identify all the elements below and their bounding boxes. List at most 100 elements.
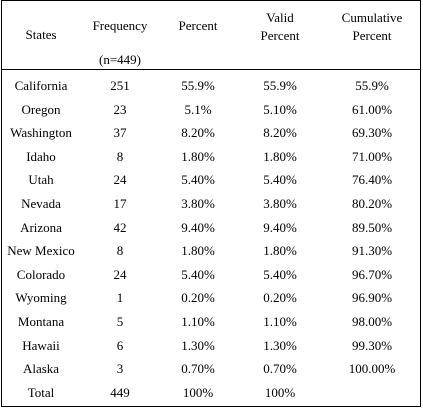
cell-frequency: 3 xyxy=(116,361,124,377)
cell-valid-percent: 1.30% xyxy=(263,337,297,353)
cell-frequency: 5 xyxy=(116,313,124,329)
cell-percent: 0.20% xyxy=(181,290,215,306)
cell-cumulative-percent: 96.70% xyxy=(351,266,393,282)
cell-frequency: 17 xyxy=(113,195,127,211)
cell-frequency: 42 xyxy=(113,219,127,235)
header-cumulative-percent-line2: Percent xyxy=(352,28,392,43)
header-frequency: Frequency (n=449) xyxy=(80,1,160,70)
header-frequency-n: (n=449) xyxy=(99,52,141,67)
cell-percent: 0.70% xyxy=(181,361,215,377)
table-row: California 251 55.9% 55.9% 55.9% xyxy=(2,70,420,98)
cell-percent: 1.10% xyxy=(181,313,215,329)
cell-percent: 1.30% xyxy=(181,337,215,353)
cell-valid-percent: 0.20% xyxy=(263,290,297,306)
table-row: Colorado 24 5.40% 5.40% 96.70% xyxy=(2,263,420,287)
cell-cumulative-percent: 98.00% xyxy=(351,313,393,329)
cell-state: Washington xyxy=(10,125,72,141)
cell-valid-percent: 5.40% xyxy=(263,172,297,188)
table-row: Wyoming 1 0.20% 0.20% 96.90% xyxy=(2,286,420,310)
table-row: Idaho 8 1.80% 1.80% 71.00% xyxy=(2,145,420,169)
cell-cumulative-percent: 76.40% xyxy=(351,172,393,188)
cell-state: Colorado xyxy=(16,266,66,282)
cell-frequency: 37 xyxy=(113,125,127,141)
table-body: California 251 55.9% 55.9% 55.9% Oregon 23 5.1%… xyxy=(2,70,420,405)
cell-valid-percent: 0.70% xyxy=(263,361,297,377)
cell-valid-percent: 8.20% xyxy=(263,125,297,141)
cell-percent: 5.40% xyxy=(181,266,215,282)
cell-frequency: 24 xyxy=(113,172,127,188)
cell-cumulative-percent: 80.20% xyxy=(351,195,393,211)
cell-frequency: 8 xyxy=(116,148,124,164)
cell-percent: 55.9% xyxy=(181,78,215,93)
cell-state: New Mexico xyxy=(7,243,75,259)
cell-cumulative-percent: 91.30% xyxy=(351,243,393,259)
cell-frequency: 23 xyxy=(113,101,127,117)
table-row: Montana 5 1.10% 1.10% 98.00% xyxy=(2,310,420,334)
cell-frequency: 449 xyxy=(110,384,130,400)
table-row: Arizona 42 9.40% 9.40% 89.50% xyxy=(2,216,420,240)
table-row: Alaska 3 0.70% 0.70% 100.00% xyxy=(2,357,420,381)
cell-percent: 5.1% xyxy=(184,101,212,117)
table-row: Utah 24 5.40% 5.40% 76.40% xyxy=(2,168,420,192)
cell-state: Arizona xyxy=(20,219,62,235)
header-frequency-label: Frequency xyxy=(92,18,148,33)
cell-state: Utah xyxy=(28,172,54,188)
cell-state: Alaska xyxy=(22,361,60,377)
cell-percent: 9.40% xyxy=(181,219,215,235)
cell-percent: 3.80% xyxy=(181,195,215,211)
cell-valid-percent: 1.80% xyxy=(263,148,297,164)
cell-state: Montana xyxy=(17,313,65,329)
cell-percent: 1.80% xyxy=(181,148,215,164)
cell-valid-percent: 9.40% xyxy=(263,219,297,235)
cell-valid-percent: 5.40% xyxy=(263,266,297,282)
cell-cumulative-percent: 99.30% xyxy=(351,337,393,353)
table-row: Oregon 23 5.1% 5.10% 61.00% xyxy=(2,98,420,122)
header-states: States xyxy=(2,1,80,70)
cell-percent: 1.80% xyxy=(181,243,215,259)
cell-frequency: 6 xyxy=(116,337,124,353)
cell-state: Wyoming xyxy=(15,290,67,306)
cell-cumulative-percent: 96.90% xyxy=(351,290,393,306)
header-valid-percent-line1: Valid xyxy=(266,10,294,25)
cell-cumulative-percent: 100.00% xyxy=(348,361,396,377)
header-valid-percent: Valid Percent xyxy=(236,1,324,70)
cell-percent: 8.20% xyxy=(181,125,215,141)
cell-cumulative-percent: 89.50% xyxy=(351,219,393,235)
header-percent-label: Percent xyxy=(178,18,218,33)
table-row: Washington 37 8.20% 8.20% 69.30% xyxy=(2,121,420,145)
cell-cumulative-percent: 71.00% xyxy=(351,148,393,164)
header-cumulative-percent-line1: Cumulative xyxy=(341,10,403,25)
cell-state: Total xyxy=(27,384,55,400)
cell-valid-percent: 5.10% xyxy=(263,101,297,117)
states-frequency-table: States Frequency (n=449) Percent Valid P… xyxy=(2,1,420,404)
cell-valid-percent: 1.80% xyxy=(263,243,297,259)
cell-cumulative-percent: 55.9% xyxy=(355,78,389,93)
table-row: Hawaii 6 1.30% 1.30% 99.30% xyxy=(2,334,420,358)
cell-frequency: 8 xyxy=(116,243,124,259)
header-row: States Frequency (n=449) Percent Valid P… xyxy=(2,1,420,70)
header-cumulative-percent: Cumulative Percent xyxy=(324,1,420,70)
cell-state: Hawaii xyxy=(22,337,60,353)
cell-state: Nevada xyxy=(21,195,61,211)
cell-valid-percent: 3.80% xyxy=(263,195,297,211)
cell-state: California xyxy=(14,78,68,93)
cell-valid-percent: 55.9% xyxy=(263,78,297,93)
cell-cumulative-percent: 61.00% xyxy=(351,101,393,117)
cell-valid-percent: 1.10% xyxy=(263,313,297,329)
cell-valid-percent: 100% xyxy=(264,384,296,400)
table-row: Total 449 100% 100% xyxy=(2,381,420,405)
cell-frequency: 1 xyxy=(116,290,124,306)
cell-frequency: 251 xyxy=(110,78,130,93)
cell-state: Idaho xyxy=(26,148,56,164)
table-row: Nevada 17 3.80% 3.80% 80.20% xyxy=(2,192,420,216)
cell-frequency: 24 xyxy=(113,266,127,282)
cell-percent: 100% xyxy=(182,384,214,400)
cell-state: Oregon xyxy=(21,101,61,117)
cell-cumulative-percent xyxy=(324,381,420,405)
table-row: New Mexico 8 1.80% 1.80% 91.30% xyxy=(2,239,420,263)
cell-percent: 5.40% xyxy=(181,172,215,188)
header-valid-percent-line2: Percent xyxy=(260,28,300,43)
cell-cumulative-percent: 69.30% xyxy=(351,125,393,141)
header-percent: Percent xyxy=(160,1,236,70)
